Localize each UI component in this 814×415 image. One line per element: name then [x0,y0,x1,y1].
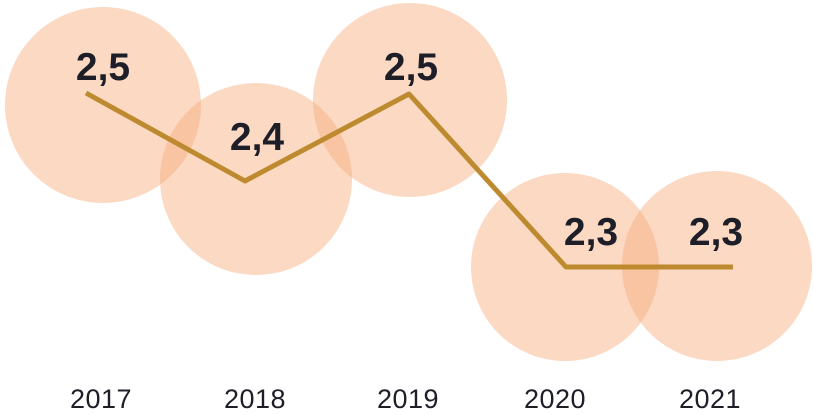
bubble-2018 [160,83,352,275]
value-label-2019: 2,5 [384,46,438,89]
value-label-2017: 2,5 [76,46,130,89]
value-label-2021: 2,3 [689,211,743,254]
x-tick-2020: 2020 [524,384,586,414]
trend-line [84,90,733,270]
x-tick-2018: 2018 [224,384,286,414]
x-axis-labels: 2017 2018 2019 2020 2021 [70,384,741,414]
x-tick-2017: 2017 [70,384,132,414]
x-tick-2021: 2021 [679,384,741,414]
value-labels: 2,5 2,4 2,5 2,3 2,3 [76,46,743,254]
value-label-2020: 2,3 [564,211,618,254]
x-tick-2019: 2019 [377,384,439,414]
value-label-2018: 2,4 [230,116,285,159]
